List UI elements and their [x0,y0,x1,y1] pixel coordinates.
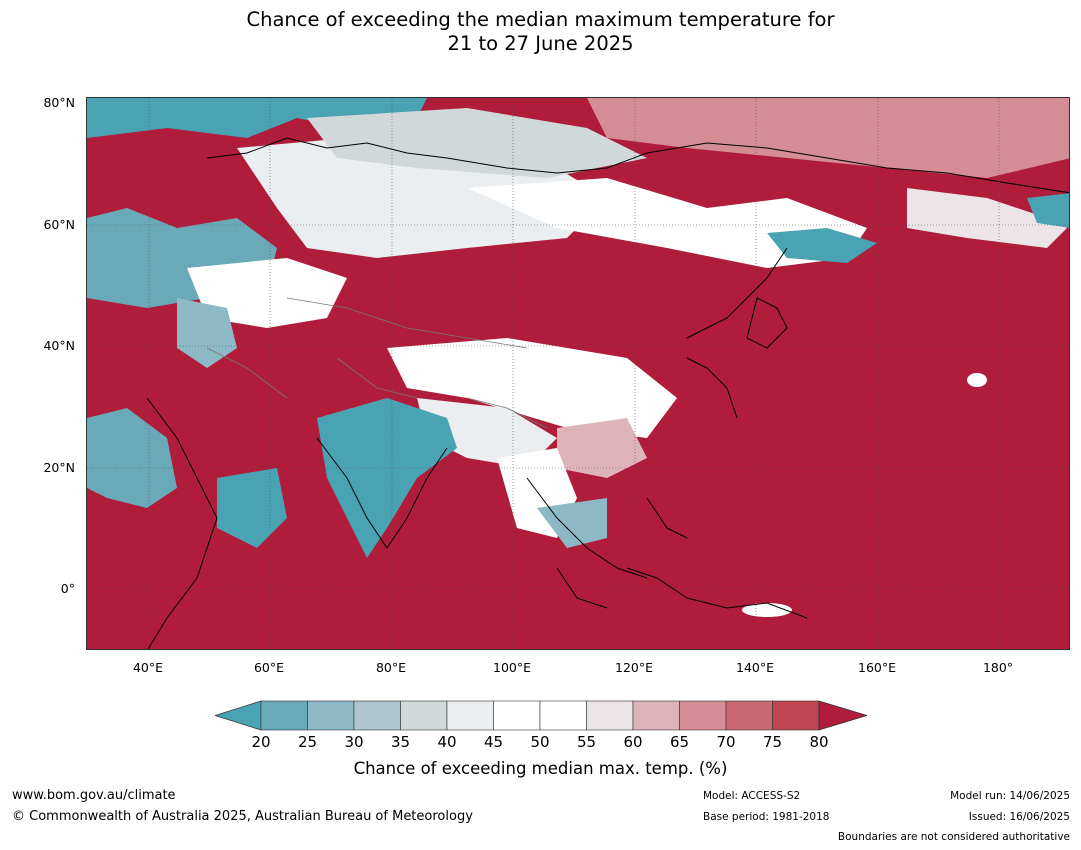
title-line-2: 21 to 27 June 2025 [447,32,634,55]
far-east-light-region [907,188,1067,248]
east-asia-white-band [387,338,677,438]
colorbar-segment [307,700,355,731]
lon-label-160e: 160°E [857,660,897,675]
colorbar-segment [586,700,634,731]
new-guinea-white-patch [742,603,792,617]
colorbar [215,700,867,731]
colorbar-tick-label: 40 [437,733,457,751]
title-line-1: Chance of exceeding the median maximum t… [246,8,835,31]
colorbar-tick-label: 70 [716,733,736,751]
colorbar-tick-label: 45 [483,733,504,751]
colorbar-tick-label: 35 [390,733,411,751]
colorbar-segment [260,700,308,731]
india-cool-region [317,398,457,558]
lat-label-20n: 20°N [43,460,75,475]
arctic-east-cool-patch [1027,193,1069,228]
lon-label-80e: 80°E [375,660,407,675]
colorbar-segment [632,700,680,731]
colorbar-segment [772,700,820,731]
colorbar-segment [446,700,494,731]
south-china-sea-cool-patch [537,498,607,548]
map-title: Chance of exceeding the median maximum t… [0,8,1081,56]
northeast-pink-region [587,98,1069,178]
colorbar-extend-low [215,700,262,731]
graticule [87,98,1069,649]
colorbar-segment [539,700,587,731]
probability-map [86,97,1070,650]
colorbar-extend-high [818,700,867,731]
lon-label-140e: 140°E [735,660,775,675]
colorbar-segment [725,700,773,731]
issued-text: Issued: 16/06/2025 [968,811,1070,823]
lat-label-40n: 40°N [43,338,75,353]
colorbar-tick-label: 80 [809,733,829,751]
lon-label-180: 180° [982,660,1014,675]
base-period-text: Base period: 1981-2018 [703,811,830,823]
model-run-text: Model run: 14/06/2025 [950,790,1070,802]
boundaries [206,297,548,429]
colorbar-tick-label: 55 [576,733,597,751]
lat-label-60n: 60°N [43,217,75,232]
lon-label-60e: 60°E [253,660,285,675]
website-link[interactable]: www.bom.gov.au/climate [12,788,176,803]
colorbar-tick-label: 25 [297,733,318,751]
lon-label-100e: 100°E [492,660,532,675]
colorbar-tick-label: 20 [251,733,271,751]
arabia-cool-region [87,408,177,508]
caspian-cool-region [177,298,237,368]
central-siberia-white-region [467,178,867,268]
disclaimer-text: Boundaries are not considered authoritat… [837,831,1070,843]
colorbar-tick-label: 75 [762,733,783,751]
colorbar-segment [493,700,541,731]
red-sea-cool-region [217,468,287,548]
pacific-white-patch [967,373,987,387]
colorbar-tick-label: 60 [623,733,643,751]
south-china-light-region [557,418,647,478]
colorbar-segment [400,700,448,731]
coastlines [146,137,1069,649]
colorbar-segment [353,700,401,731]
lat-label-80n: 80°N [43,95,75,110]
colorbar-tick-label: 30 [344,733,364,751]
kamchatka-cool-region [767,228,877,263]
colorbar-label: Chance of exceeding median max. temp. (%… [353,759,728,778]
arctic-cool-region [87,98,427,138]
lon-label-40e: 40°E [132,660,164,675]
lat-label-0: 0° [60,581,75,596]
colorbar-tick-label: 65 [669,733,690,751]
colorbar-tick-label: 50 [530,733,550,751]
lon-label-120e: 120°E [614,660,654,675]
copyright-text: © Commonwealth of Australia 2025, Austra… [12,809,473,824]
model-text: Model: ACCESS-S2 [703,790,801,802]
colorbar-segment [679,700,727,731]
